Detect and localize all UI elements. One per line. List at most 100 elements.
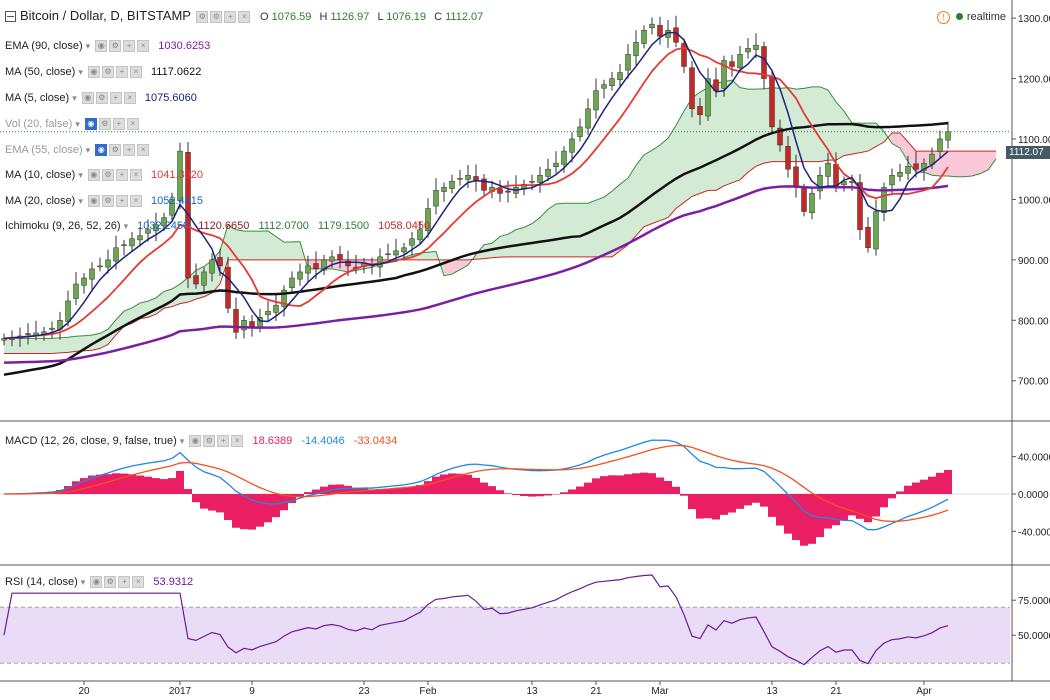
gear-icon[interactable]: ⚙ (210, 10, 223, 23)
macd-histogram-bar (296, 494, 304, 498)
macd-histogram-bar (432, 476, 440, 494)
date-tick-label: 9 (249, 686, 255, 697)
cloud-segment (740, 87, 748, 180)
visibility-icon[interactable]: ◉ (87, 169, 100, 182)
plus-icon[interactable]: + (115, 195, 128, 208)
legend-ichimoku[interactable]: Ichimoku (9, 26, 52, 26) ▾ 1032.2450 1120… (5, 220, 431, 232)
cloud-segment (628, 165, 636, 245)
settings-icon[interactable]: ⚙ (101, 169, 114, 182)
macd-histogram-bar (504, 493, 512, 494)
candle-body (641, 29, 647, 44)
price-tick-label: 900.00 (1018, 256, 1049, 267)
close-icon[interactable]: × (123, 92, 136, 105)
plus-icon[interactable]: + (109, 92, 122, 105)
price-tick-label: 700.00 (1018, 377, 1049, 388)
plus-icon[interactable]: + (112, 118, 125, 131)
candle-body (249, 321, 255, 327)
close-icon[interactable]: × (137, 144, 150, 157)
rsi-tick-label: 75.0000 (1018, 596, 1050, 607)
macd-histogram-bar (56, 489, 64, 494)
legend-vol[interactable]: Vol (20, false) ▾ ◉ ⚙ + × (5, 118, 139, 131)
macd-histogram-bar (680, 494, 688, 496)
legend-rsi[interactable]: RSI (14, close) ▾ ◉ ⚙ + × 53.9312 (5, 576, 194, 589)
candle-body (649, 23, 655, 29)
macd-histogram-bar (232, 494, 240, 528)
visibility-icon[interactable]: ◉ (95, 40, 108, 53)
macd-histogram-bar (664, 481, 672, 494)
close-icon[interactable]: × (129, 169, 142, 182)
legend-ma10[interactable]: MA (10, close) ▾ ◉ ⚙ + × 1041.3920 (5, 169, 203, 182)
candle-body (241, 320, 247, 331)
macd-histogram-bar (736, 494, 744, 509)
settings-icon[interactable]: ⚙ (203, 435, 216, 448)
macd-histogram-bar (832, 494, 840, 526)
settings-icon[interactable]: ⚙ (196, 10, 209, 23)
macd-histogram-bar (800, 494, 808, 546)
settings-icon[interactable]: ⚙ (109, 144, 122, 157)
macd-histogram-bar (264, 494, 272, 523)
plus-icon[interactable]: + (123, 40, 136, 53)
candle-body (569, 138, 575, 153)
macd-histogram-bar (368, 489, 376, 494)
legend-ma20[interactable]: MA (20, close) ▾ ◉ ⚙ + × 1052.4415 (5, 195, 203, 208)
cloud-segment (420, 252, 428, 260)
macd-histogram-bar (752, 494, 760, 503)
visibility-icon[interactable]: ◉ (84, 118, 97, 131)
cloud-segment (796, 88, 804, 162)
candle-body (633, 42, 639, 56)
close-icon[interactable]: × (238, 10, 251, 23)
cloud-span-b (4, 132, 996, 355)
plus-icon[interactable]: + (224, 10, 237, 23)
symbol-header: Bitcoin / Dollar, D, BITSTAMP ⚙ ⚙ + × O 107… (5, 8, 488, 23)
close-icon[interactable]: × (132, 576, 145, 589)
legend-ema55[interactable]: EMA (55, close) ▾ ◉ ⚙ + × (5, 144, 150, 157)
close-icon[interactable]: × (137, 40, 150, 53)
candle-body (793, 166, 799, 188)
candle-body (425, 208, 431, 232)
macd-histogram-bar (864, 494, 872, 523)
realtime-indicator[interactable]: ! realtime (936, 11, 1006, 24)
close-icon[interactable]: × (231, 435, 244, 448)
candle-body (281, 289, 287, 307)
settings-icon[interactable]: ⚙ (101, 66, 114, 79)
plus-icon[interactable]: + (118, 576, 131, 589)
plus-icon[interactable]: + (115, 169, 128, 182)
macd-histogram-bar (312, 489, 320, 494)
cloud-segment (588, 200, 596, 257)
legend-ma5[interactable]: MA (5, close) ▾ ◉ ⚙ + × 1075.6060 (5, 92, 197, 105)
legend-ma50[interactable]: MA (50, close) ▾ ◉ ⚙ + × 1117.0622 (5, 66, 202, 79)
plus-icon[interactable]: + (115, 66, 128, 79)
candle-body (561, 150, 567, 165)
macd-histogram-bar (80, 478, 88, 494)
visibility-icon[interactable]: ◉ (90, 576, 103, 589)
candle-body (609, 78, 615, 87)
close-icon[interactable]: × (126, 118, 139, 131)
visibility-icon[interactable]: ◉ (81, 92, 94, 105)
macd-histogram-bar (136, 475, 144, 494)
candle-body (81, 277, 87, 286)
settings-icon[interactable]: ⚙ (104, 576, 117, 589)
cloud-segment (172, 284, 180, 307)
visibility-icon[interactable]: ◉ (189, 435, 202, 448)
settings-icon[interactable]: ⚙ (109, 40, 122, 53)
settings-icon[interactable]: ⚙ (98, 118, 111, 131)
candle-body (913, 163, 919, 170)
macd-histogram-bar (184, 489, 192, 494)
close-icon[interactable]: × (129, 195, 142, 208)
legend-ema90[interactable]: EMA (90, close) ▾ ◉ ⚙ + × 1030.6253 (5, 40, 211, 53)
collapse-icon[interactable] (5, 11, 16, 23)
close-icon[interactable]: × (129, 66, 142, 79)
cloud-segment (284, 241, 292, 260)
visibility-icon[interactable]: ◉ (95, 144, 108, 157)
legend-macd[interactable]: MACD (12, 26, close, 9, false, true) ▾ ◉ ⚙… (5, 435, 398, 448)
candle-body (417, 229, 423, 241)
cloud-segment (676, 111, 684, 209)
plus-icon[interactable]: + (123, 144, 136, 157)
candle-body (657, 25, 663, 37)
visibility-icon[interactable]: ◉ (87, 195, 100, 208)
settings-icon[interactable]: ⚙ (95, 92, 108, 105)
visibility-icon[interactable]: ◉ (87, 66, 100, 79)
plus-icon[interactable]: + (217, 435, 230, 448)
settings-icon[interactable]: ⚙ (101, 195, 114, 208)
